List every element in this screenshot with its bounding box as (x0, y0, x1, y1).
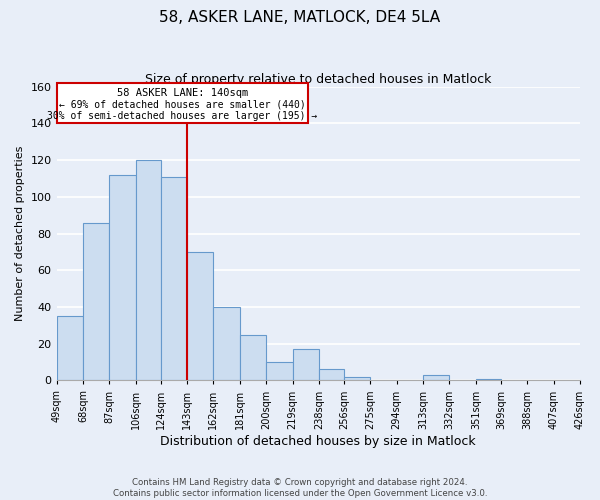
Text: 58, ASKER LANE, MATLOCK, DE4 5LA: 58, ASKER LANE, MATLOCK, DE4 5LA (160, 10, 440, 25)
Bar (56, 316, 83, 380)
Bar (344, 376, 370, 380)
X-axis label: Distribution of detached houses by size in Matlock: Distribution of detached houses by size … (160, 434, 476, 448)
Text: ← 69% of detached houses are smaller (440): ← 69% of detached houses are smaller (44… (59, 99, 305, 109)
Bar (214, 307, 240, 380)
Bar (161, 176, 187, 380)
Bar (109, 175, 136, 380)
FancyBboxPatch shape (56, 83, 308, 124)
Bar (240, 334, 266, 380)
Title: Size of property relative to detached houses in Matlock: Size of property relative to detached ho… (145, 72, 491, 86)
Text: 58 ASKER LANE: 140sqm: 58 ASKER LANE: 140sqm (116, 88, 248, 98)
Bar (319, 370, 344, 380)
Bar (423, 375, 449, 380)
Bar (136, 160, 161, 380)
Bar (83, 222, 109, 380)
Bar (266, 362, 293, 380)
Y-axis label: Number of detached properties: Number of detached properties (15, 146, 25, 321)
Text: Contains HM Land Registry data © Crown copyright and database right 2024.
Contai: Contains HM Land Registry data © Crown c… (113, 478, 487, 498)
Bar (293, 349, 319, 380)
Text: 30% of semi-detached houses are larger (195) →: 30% of semi-detached houses are larger (… (47, 110, 317, 120)
Bar (187, 252, 214, 380)
Bar (476, 378, 501, 380)
